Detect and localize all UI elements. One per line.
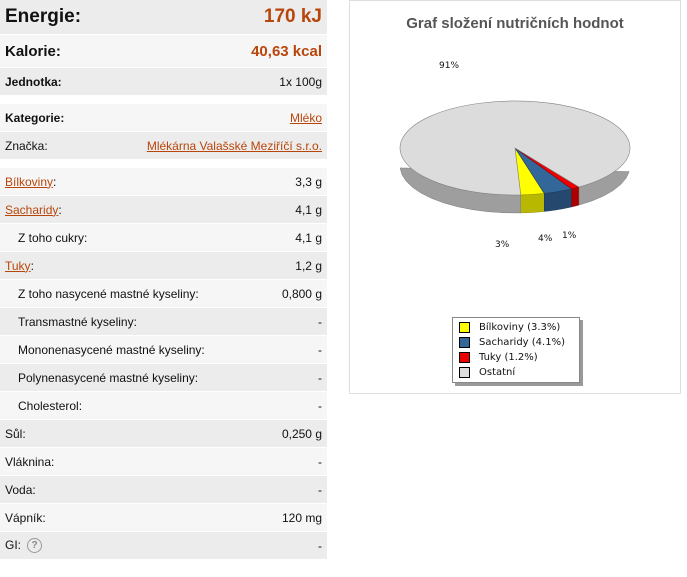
energy-value: 170 kJ [263,6,322,27]
nutrient-row-mono: Mononenasycené mastné kyseliny: - [0,336,327,364]
salt-value: 0,250 g [281,426,322,441]
nutrient-row-poly: Polynenasycené mastné kyseliny: - [0,364,327,392]
pie-slice-3 [399,100,631,196]
pie-side-0 [520,193,545,214]
chart-title: Graf složení nutričních hodnot [406,15,624,32]
question-circle-icon[interactable]: ? [27,538,43,554]
brand-row: Značka: Mlékárna Valašské Meziříčí s.r.o… [0,132,327,160]
nutrient-row-fats: Tuky: 1,2 g [0,252,327,280]
brand-link[interactable]: Mlékárna Valašské Meziříčí s.r.o. [146,138,322,153]
legend-item: Sacharidy (4.1%) [459,335,573,350]
saturated-value: 0,800 g [281,286,322,301]
calcium-label: Vápník: [5,510,46,525]
proteins-link[interactable]: Bílkoviny [5,174,54,189]
legend-item: Ostatní [459,365,573,380]
nutrient-row-proteins: Bílkoviny: 3,3 g [0,168,327,196]
nutrient-row-trans: Transmastné kyseliny: - [0,308,327,336]
brand-label: Značka: [5,138,48,153]
gi-value: - [318,538,322,553]
pie-label-3: 91% [439,61,459,71]
carbs-link[interactable]: Sacharidy [5,202,59,217]
trans-label: Transmastné kyseliny: [18,314,137,329]
energy-label: Energie: [5,6,82,27]
salt-label: Sůl: [5,426,26,441]
proteins-colon: : [53,174,57,189]
fiber-label: Vláknina: [5,454,55,469]
calcium-value: 120 mg [281,510,322,525]
calories-row: Kalorie: 40,63 kcal [0,35,327,68]
mono-value: - [318,342,322,357]
unit-row: Jednotka: 1x 100g [0,68,327,96]
fats-link[interactable]: Tuky [5,258,31,273]
legend-item: Bílkoviny (3.3%) [459,320,573,335]
legend-label: Sacharidy (4.1%) [479,337,565,348]
nutrient-row-calcium: Vápník: 120 mg [0,504,327,532]
legend-swatch [459,322,470,333]
cholesterol-label: Cholesterol: [18,398,83,413]
saturated-label: Z toho nasycené mastné kyseliny: [18,286,199,301]
proteins-value: 3,3 g [295,174,322,189]
carbs-value: 4,1 g [295,202,322,217]
calories-label: Kalorie: [5,42,61,60]
legend-swatch [459,337,470,348]
fats-value: 1,2 g [295,258,322,273]
nutrient-row-cholesterol: Cholesterol: - [0,392,327,420]
sugars-value: 4,1 g [295,230,322,245]
legend-swatch [459,352,470,363]
unit-label: Jednotka: [5,74,62,89]
nutrition-chart: Graf složení nutričních hodnot 3% 4% 1% 91%… [349,0,681,394]
trans-value: - [318,314,322,329]
carbs-colon: : [58,202,62,217]
energy-row: Energie: 170 kJ [0,0,327,35]
nutrient-row-saturated: Z toho nasycené mastné kyseliny: 0,800 g [0,280,327,308]
water-value: - [318,482,322,497]
legend-label: Tuky (1.2%) [479,352,538,363]
nutrient-row-sugars: Z toho cukry: 4,1 g [0,224,327,252]
gi-label: GI: [5,537,22,552]
mono-label: Mononenasycené mastné kyseliny: [18,342,205,357]
fats-colon: : [30,258,34,273]
nutrient-row-salt: Sůl: 0,250 g [0,420,327,448]
legend-swatch [459,367,470,378]
calories-value: 40,63 kcal [251,42,322,60]
pie-label-1: 4% [538,234,553,244]
pie-label-2: 1% [562,231,577,241]
nutrient-row-carbs: Sacharidy: 4,1 g [0,196,327,224]
water-label: Voda: [5,482,36,497]
category-link[interactable]: Mléko [289,110,322,125]
chart-legend: Bílkoviny (3.3%) Sacharidy (4.1%) Tuky (1.… [452,317,580,383]
category-row: Kategorie: Mléko [0,104,327,132]
legend-label: Ostatní [479,367,516,378]
legend-item: Tuky (1.2%) [459,350,573,365]
nutrient-row-gi: GI:? - [0,532,327,560]
cholesterol-value: - [318,398,322,413]
pie-label-0: 3% [495,240,510,250]
poly-label: Polynenasycené mastné kyseliny: [18,370,199,385]
nutrient-row-fiber: Vláknina: - [0,448,327,476]
fiber-value: - [318,454,322,469]
unit-value: 1x 100g [279,74,322,89]
sugars-label: Z toho cukry: [18,230,88,245]
nutrition-table: Energie: 170 kJ Kalorie: 40,63 kcal Jedn… [0,0,327,560]
nutrient-row-water: Voda: - [0,476,327,504]
pie-chart: 3% 4% 1% 91% [399,61,631,250]
pie-side-2 [571,186,580,208]
legend-label: Bílkoviny (3.3%) [479,322,561,333]
poly-value: - [318,370,322,385]
category-label: Kategorie: [5,110,65,125]
